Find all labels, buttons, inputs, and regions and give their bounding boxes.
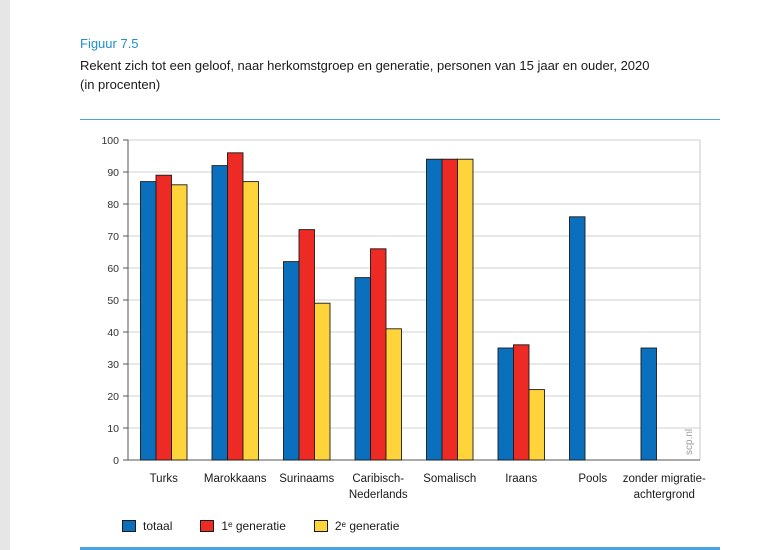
legend-item-gen2: 2ᵉ generatie <box>313 519 400 533</box>
y-tick-label: 40 <box>107 327 119 339</box>
category-label: zonder migratie- <box>623 473 706 485</box>
bar-totaal <box>283 261 300 461</box>
category-label: Pools <box>578 473 607 485</box>
figure-title-line-1: Rekent zich tot een geloof, naar herkoms… <box>80 58 650 73</box>
left-margin-bar <box>0 0 10 550</box>
figure-title: Rekent zich tot een geloof, naar herkoms… <box>80 56 720 94</box>
category-label: Iraans <box>505 473 537 485</box>
bar-totaal <box>140 181 157 461</box>
bar-totaal <box>640 347 657 461</box>
y-tick-label: 50 <box>107 295 119 307</box>
legend-label-gen1: 1ᵉ generatie <box>221 519 286 533</box>
category-label: Turks <box>150 473 179 485</box>
category-label: achtergrond <box>634 489 695 501</box>
figure-title-line-2: (in procenten) <box>80 77 161 92</box>
category-label: Somalisch <box>423 473 476 485</box>
bar-gen1 <box>155 174 172 461</box>
category-label: Marokkaans <box>204 473 267 485</box>
y-tick-label: 80 <box>107 199 119 211</box>
legend: totaal 1ᵉ generatie 2ᵉ generatie <box>122 519 427 533</box>
legend-swatch-gen2 <box>313 520 328 532</box>
bar-totaal <box>569 216 586 461</box>
y-tick-label: 70 <box>107 231 119 243</box>
legend-item-totaal: totaal <box>122 519 172 533</box>
watermark-text: scp.nl <box>684 429 695 455</box>
bar-gen2 <box>242 181 259 461</box>
legend-label-totaal: totaal <box>143 519 173 533</box>
bar-gen2 <box>171 184 188 461</box>
legend-item-gen1: 1ᵉ generatie <box>200 519 286 533</box>
category-label: Caribisch- <box>352 473 404 485</box>
bar-totaal <box>426 158 443 461</box>
bar-gen2 <box>385 328 402 461</box>
category-label: Nederlands <box>349 489 408 501</box>
bar-gen2 <box>528 389 545 461</box>
bar-gen1 <box>370 248 387 461</box>
legend-label-gen2: 2ᵉ generatie <box>334 519 400 533</box>
bar-totaal <box>354 277 371 461</box>
y-tick-label: 90 <box>107 167 119 179</box>
bar-totaal <box>497 347 514 461</box>
bar-gen2 <box>457 158 474 461</box>
legend-swatch-gen1 <box>200 520 215 532</box>
bottom-divider <box>80 547 720 550</box>
category-label: Surinaams <box>279 473 334 485</box>
y-tick-label: 100 <box>101 135 119 147</box>
figure-label: Figuur 7.5 <box>80 36 139 51</box>
y-tick-label: 10 <box>107 423 119 435</box>
bar-gen1 <box>441 158 458 461</box>
y-tick-label: 0 <box>113 455 119 467</box>
bar-gen1 <box>513 344 530 461</box>
bar-totaal <box>211 165 228 461</box>
top-divider <box>80 119 720 120</box>
legend-swatch-totaal <box>122 520 136 532</box>
y-tick-label: 20 <box>107 391 119 403</box>
y-tick-label: 30 <box>107 359 119 371</box>
bar-gen1 <box>298 229 315 461</box>
bar-gen1 <box>227 152 244 461</box>
y-tick-label: 60 <box>107 263 119 275</box>
bar-gen2 <box>314 302 331 461</box>
